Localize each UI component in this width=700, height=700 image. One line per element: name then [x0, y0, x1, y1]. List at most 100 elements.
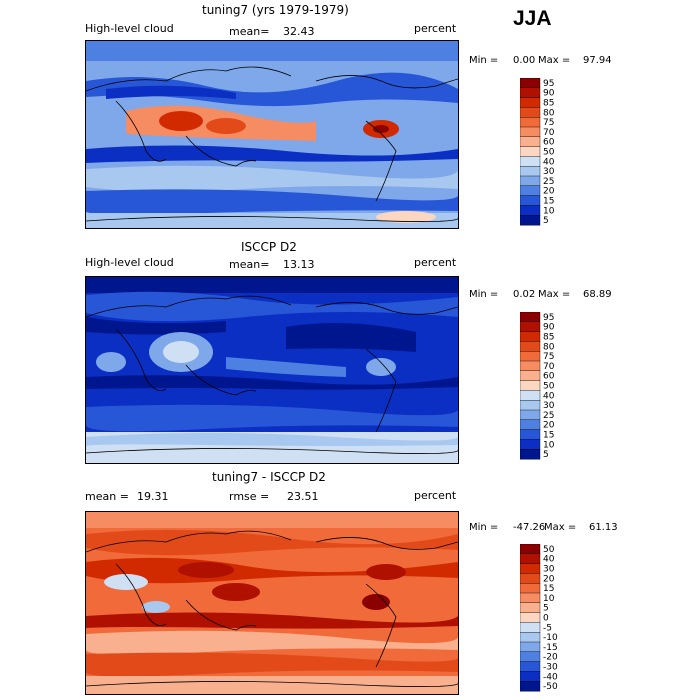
- colorbar-tick-label: 5: [543, 216, 549, 226]
- colorbar-swatch: [519, 107, 541, 118]
- colorbar-swatch: [519, 583, 541, 594]
- season-label: JJA: [513, 7, 552, 30]
- colorbar-swatch: [519, 175, 541, 187]
- colorbar-swatch: [519, 126, 541, 138]
- panel1-max-label: Max =: [538, 55, 571, 66]
- colorbar-swatch: [519, 641, 541, 653]
- colorbar-swatch: [519, 195, 541, 206]
- colorbar-tick-label: -50: [543, 682, 558, 692]
- panel2-min-label: Min =: [469, 289, 499, 300]
- colorbar-swatch: [519, 671, 541, 682]
- colorbar-tick-label: 75: [543, 118, 554, 128]
- colorbar-swatch: [519, 205, 541, 216]
- colorbar-tick-label: 70: [543, 362, 555, 372]
- colorbar-swatch: [519, 341, 541, 352]
- colorbar-tick-label: 70: [543, 128, 555, 138]
- colorbar-tick-label: -40: [543, 672, 558, 682]
- colorbar-swatch: [519, 651, 541, 663]
- panel3-min-label: Min =: [469, 522, 499, 533]
- colorbar-swatch: [519, 399, 541, 411]
- panel3-max-value: 61.13: [589, 522, 618, 533]
- panel2-units: percent: [414, 256, 457, 269]
- panel3-units: percent: [414, 489, 457, 502]
- panel1-max-value: 97.94: [583, 55, 612, 66]
- colorbar-swatch: [519, 429, 541, 440]
- colorbar-tick-label: 60: [543, 138, 555, 148]
- colorbar-swatch: [519, 439, 541, 450]
- colorbar-swatch: [519, 553, 541, 565]
- panel1-map: [85, 40, 459, 229]
- colorbar-tick-label: 25: [543, 411, 554, 421]
- panel1-min-value: 0.00: [513, 55, 536, 66]
- colorbar-tick-label: 40: [543, 157, 555, 167]
- colorbar-swatch: [519, 360, 541, 372]
- panel3-title: tuning7 - ISCCP D2: [212, 470, 326, 484]
- colorbar-tick-label: -20: [543, 653, 558, 663]
- colorbar-tick-label: 85: [543, 99, 554, 109]
- colorbar-tick-label: 25: [543, 177, 554, 187]
- colorbar-swatch: [519, 156, 541, 167]
- colorbar-tick-label: 0: [543, 614, 549, 624]
- colorbar-tick-label: 30: [543, 565, 555, 575]
- panel1-heatmap: [86, 41, 458, 228]
- colorbar-tick-label: -30: [543, 663, 558, 673]
- colorbar-swatch: [519, 592, 541, 604]
- colorbar-tick-label: -10: [543, 633, 558, 643]
- colorbar-tick-label: 30: [543, 401, 555, 411]
- panel1-title: tuning7 (yrs 1979-1979): [202, 3, 349, 17]
- panel3-rmse-value: 23.51: [287, 490, 319, 503]
- colorbar-swatch: [519, 117, 541, 128]
- panel3-mean-label: mean =: [85, 490, 129, 503]
- colorbar-tick-label: 50: [543, 545, 555, 555]
- colorbar-swatch: [519, 543, 541, 555]
- colorbar-tick-label: 20: [543, 574, 555, 584]
- colorbar-swatch: [519, 77, 541, 89]
- colorbar-swatch: [519, 448, 541, 460]
- colorbar-tick-label: 90: [543, 323, 555, 333]
- colorbar-tick-label: 60: [543, 372, 555, 382]
- colorbar-swatch: [519, 165, 541, 177]
- colorbar-swatch: [519, 573, 541, 584]
- colorbar-tick-label: 10: [543, 206, 555, 216]
- panel3-heatmap: [86, 512, 458, 694]
- colorbar-swatch: [519, 321, 541, 333]
- colorbar-tick-label: 50: [543, 148, 555, 158]
- panel1-units: percent: [414, 22, 457, 35]
- colorbar-swatch: [519, 146, 541, 157]
- colorbar-tick-label: 10: [543, 440, 555, 450]
- colorbar-tick-label: 20: [543, 421, 555, 431]
- panel2-max-value: 68.89: [583, 289, 612, 300]
- panel2-mean-label: mean=: [229, 258, 270, 271]
- colorbar-swatch: [519, 136, 541, 148]
- colorbar-tick-label: 30: [543, 167, 555, 177]
- colorbar-tick-label: 75: [543, 352, 554, 362]
- colorbar-tick-label: 40: [543, 555, 555, 565]
- panel2-field-label: High-level cloud: [85, 256, 174, 269]
- colorbar-swatch: [519, 680, 541, 692]
- colorbar-swatch: [519, 351, 541, 362]
- colorbar-swatch: [519, 97, 541, 108]
- panel2-title: ISCCP D2: [241, 240, 297, 254]
- colorbar-swatch: [519, 612, 541, 623]
- colorbar-swatch: [519, 370, 541, 382]
- colorbar-tick-label: 15: [543, 584, 554, 594]
- colorbar-tick-label: 5: [543, 450, 549, 460]
- colorbar-tick-label: 90: [543, 89, 555, 99]
- colorbar-tick-label: 85: [543, 333, 554, 343]
- colorbar-swatch: [519, 185, 541, 197]
- panel3-colorbar: 50 40 30 20 15 10 5 0 -5 -10 -15 -20 -30 -40 -50: [519, 543, 560, 696]
- colorbar-tick-label: 80: [543, 342, 555, 352]
- colorbar-swatch: [519, 622, 541, 633]
- colorbar-tick-label: 80: [543, 108, 555, 118]
- panel1-mean-label: mean=: [229, 25, 270, 38]
- colorbar-tick-label: 20: [543, 187, 555, 197]
- panel2-min-value: 0.02: [513, 289, 536, 300]
- colorbar-tick-label: -5: [543, 623, 552, 633]
- panel3-rmse-label: rmse =: [229, 490, 270, 503]
- colorbar-tick-label: 95: [543, 313, 554, 323]
- panel3-map: [85, 511, 459, 695]
- colorbar-swatch: [519, 331, 541, 342]
